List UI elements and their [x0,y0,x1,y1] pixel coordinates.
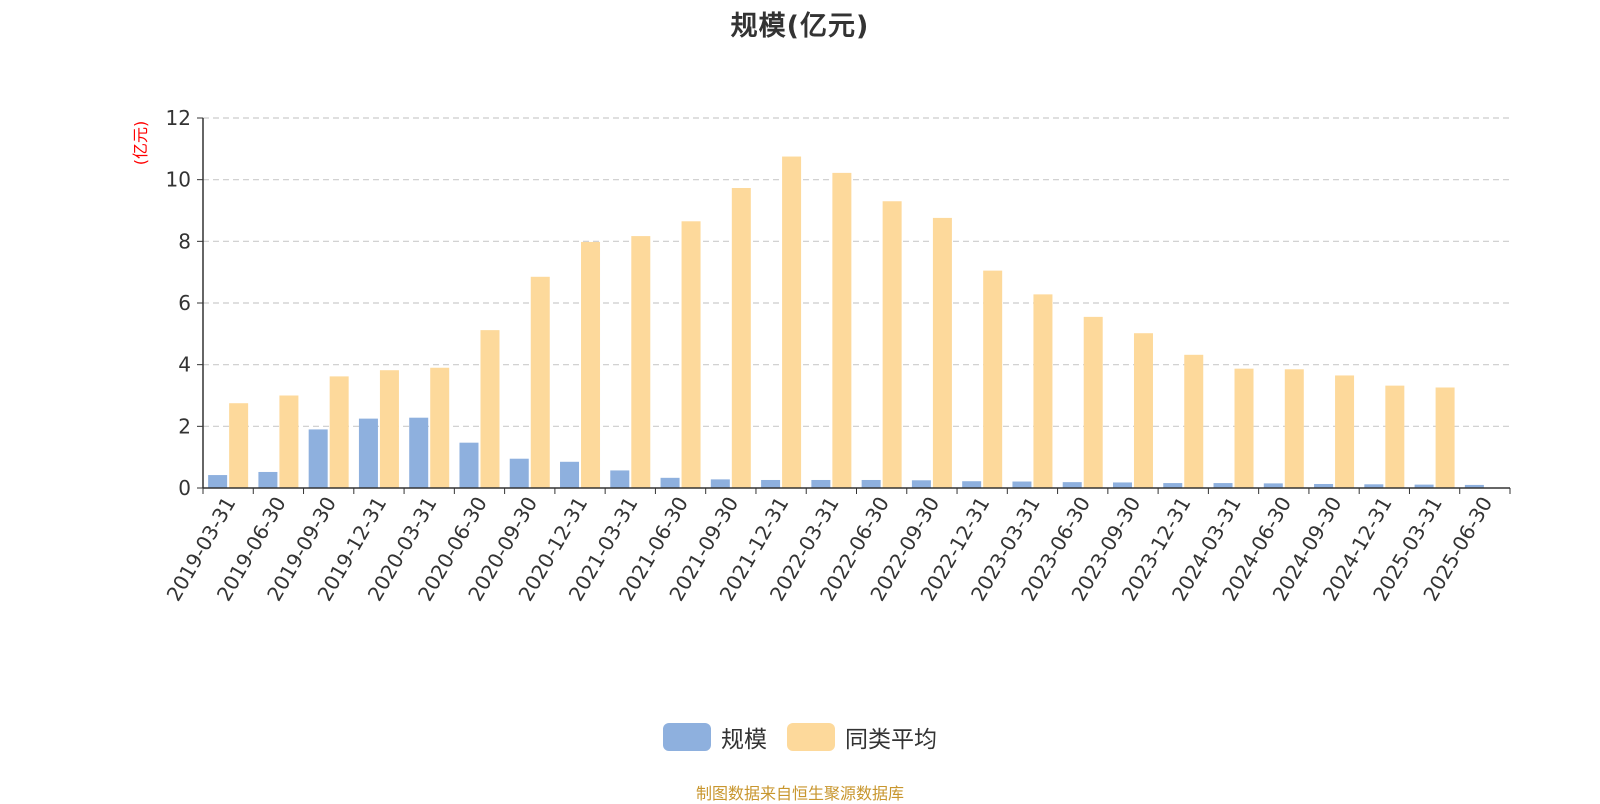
legend-label-scale: 规模 [721,727,767,753]
bar-scale[interactable] [409,417,429,488]
bar-peer-average[interactable] [581,241,601,488]
bar-peer-average[interactable] [1133,333,1153,488]
bar-peer-average[interactable] [882,201,902,488]
bar-scale[interactable] [1414,484,1434,488]
legend-swatch-peer-average [787,723,835,751]
bar-peer-average[interactable] [631,236,651,488]
bar-scale[interactable] [811,479,831,488]
bar-peer-average[interactable] [681,221,701,488]
bar-scale[interactable] [560,461,580,488]
bar-peer-average[interactable] [379,370,399,488]
bar-peer-average[interactable] [530,276,550,488]
y-axis-label: (亿元) [131,121,150,166]
bar-scale[interactable] [1163,483,1183,488]
bar-peer-average[interactable] [731,187,751,488]
bar-scale[interactable] [459,442,479,488]
bar-scale[interactable] [660,477,680,488]
bar-scale[interactable] [1263,483,1283,488]
bar-peer-average[interactable] [1284,369,1304,488]
bar-peer-average[interactable] [932,217,952,488]
bar-peer-average[interactable] [229,403,249,488]
bar-peer-average[interactable] [782,156,802,488]
bar-scale[interactable] [761,479,781,488]
bar-peer-average[interactable] [1184,354,1204,488]
y-tick-label: 0 [178,476,191,500]
y-tick-label: 8 [178,229,191,253]
bar-scale[interactable] [1314,483,1334,488]
bar-peer-average[interactable] [1335,375,1355,488]
bar-scale[interactable] [208,475,228,488]
x-tick-labels: 2019-03-312019-06-302019-09-302019-12-31… [162,488,1511,605]
grid-lines [203,117,1510,427]
bar-scale[interactable] [710,479,730,488]
y-tick-label: 2 [178,414,191,438]
legend-label-peer-average: 同类平均 [845,727,937,753]
bars [208,156,1484,489]
bar-peer-average[interactable] [329,376,349,488]
legend: 规模 同类平均 [0,720,1600,754]
bar-scale[interactable] [610,470,630,488]
bar-peer-average[interactable] [983,270,1003,488]
bar-scale[interactable] [911,480,931,488]
bar-peer-average[interactable] [832,172,852,488]
chart-title: 规模(亿元) [730,11,870,42]
bar-chart: 0 2 4 6 8 10 12 2019-03-312019-06-302019-09-30… [131,106,1511,605]
bar-scale[interactable] [308,429,328,488]
y-tick-label: 4 [178,353,191,377]
bar-peer-average[interactable] [1083,316,1103,488]
bar-scale[interactable] [1012,481,1032,488]
bar-scale[interactable] [962,481,982,488]
bar-scale[interactable] [1062,482,1082,488]
bar-scale[interactable] [861,479,881,488]
bar-peer-average[interactable] [1234,368,1254,488]
legend-item-scale[interactable]: 规模 [663,720,767,754]
bar-scale[interactable] [509,458,529,488]
bar-scale[interactable] [358,418,378,488]
bar-scale[interactable] [1213,483,1233,488]
y-tick-labels: 0 2 4 6 8 10 12 [166,106,203,500]
bar-peer-average[interactable] [430,367,450,488]
bar-peer-average[interactable] [279,395,299,489]
source-note: 制图数据来自恒生聚源数据库 [695,784,904,803]
y-tick-label: 12 [166,106,191,130]
y-tick-label: 6 [178,291,191,315]
bar-scale[interactable] [1112,482,1132,488]
bar-peer-average[interactable] [1033,294,1053,488]
y-tick-label: 10 [166,168,191,192]
legend-item-peer-average[interactable]: 同类平均 [787,720,937,754]
legend-swatch-scale [663,723,711,751]
bar-scale[interactable] [1464,484,1484,488]
bar-scale[interactable] [1364,484,1384,488]
bar-peer-average[interactable] [480,330,500,488]
bar-peer-average[interactable] [1385,385,1405,488]
bar-scale[interactable] [258,471,278,488]
bar-peer-average[interactable] [1435,387,1455,488]
